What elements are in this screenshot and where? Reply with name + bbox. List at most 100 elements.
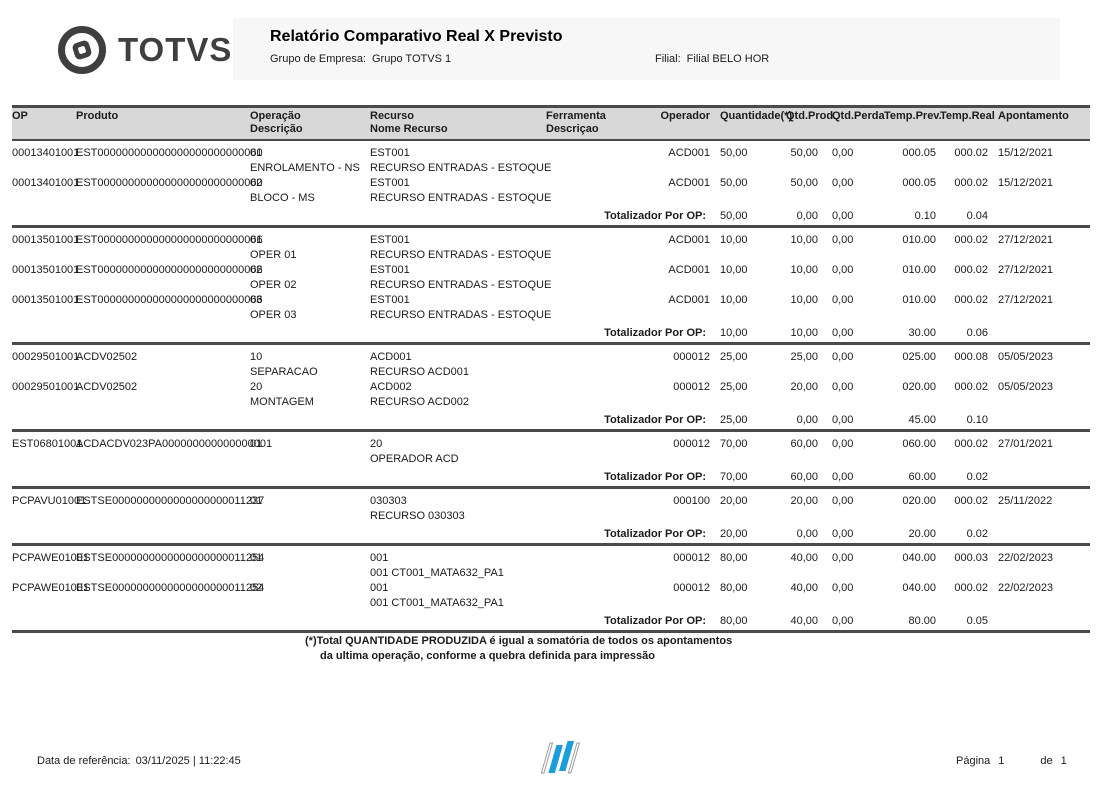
cell-qtd-perda: 0,00: [832, 552, 854, 564]
totalizador-label: Totalizador Por OP:: [604, 327, 706, 339]
footnote-line2: da ultima operação, conforme a quebra de…: [320, 650, 655, 662]
cell-qtd-perda: 0,00: [832, 381, 854, 393]
cell-temp-prev: 040.00: [902, 552, 936, 564]
total-quantidade: 25,00: [720, 414, 748, 426]
total-temp-prev: 20.00: [908, 528, 936, 540]
cell-recurso: EST001 RECURSO ENTRADAS - ESTOQUE: [370, 177, 552, 204]
filial: Filial: Filial BELO HOR: [655, 53, 769, 65]
cell-operador: 000012: [673, 381, 710, 393]
totalizador-label: Totalizador Por OP:: [604, 528, 706, 540]
cell-temp-real: 000.02: [954, 381, 988, 393]
total-temp-prev: 80.00: [908, 615, 936, 627]
cell-temp-prev: 020.00: [902, 495, 936, 507]
cell-qtd-prod: 20,00: [790, 495, 818, 507]
cell-apontamento: 27/12/2021: [998, 234, 1054, 246]
cell-produto: ESTSE0000000000000000000011237: [76, 495, 265, 507]
cell-operacao: 02 OPER 02: [250, 264, 297, 291]
cell-ferramenta: [546, 581, 644, 611]
total-qtd-perda: 0,00: [832, 471, 854, 483]
cell-ferramenta: [546, 293, 644, 323]
cell-ferramenta: [546, 380, 644, 410]
col-header-recurso: Recurso Nome Recurso: [370, 110, 448, 135]
total-spacer: [992, 470, 1090, 485]
cell-quantidade: 20,00: [720, 495, 748, 507]
cell-ferramenta: [546, 176, 644, 206]
cell-qtd-prod: 10,00: [790, 294, 818, 306]
of-label: de: [1040, 755, 1053, 767]
cell-qtd-perda: 0,00: [832, 582, 854, 594]
op-group: 00013401001 EST00000000000000000000000006…: [12, 141, 1090, 228]
cell-recurso: EST001 RECURSO ENTRADAS - ESTOQUE: [370, 264, 552, 291]
cell-qtd-prod: 10,00: [790, 234, 818, 246]
cell-operador: ACD001: [668, 177, 710, 189]
cell-op: 00013401001: [12, 147, 80, 159]
footnote-line1: (*)Total QUANTIDADE PRODUZIDA é igual a …: [305, 635, 733, 647]
cell-operacao: 03 OPER 03: [250, 294, 297, 321]
cell-temp-real: 000.02: [954, 582, 988, 594]
cell-produto: EST000000000000000000000000066: [76, 294, 263, 306]
col-header-quantidade: Quantidade(*): [720, 110, 793, 122]
filial-value: Filial BELO HOR: [686, 53, 770, 65]
cell-temp-prev: 020.00: [902, 381, 936, 393]
table-row: 00029501001 ACDV02502 20 MONTAGEM ACD002 RECU…: [12, 380, 1090, 410]
col-header-qtd-prod: Qtd.Prod.: [786, 110, 837, 122]
cell-temp-real: 000.02: [954, 495, 988, 507]
cell-recurso: 001 001 CT001_MATA632_PA1: [370, 552, 504, 579]
cell-operador: 000012: [673, 351, 710, 363]
total-spacer: [992, 614, 1090, 629]
table-row: PCPAWE01001 ESTSE000000000000000000001125…: [12, 581, 1090, 611]
cell-recurso: ACD001 RECURSO ACD001: [370, 351, 470, 378]
cell-qtd-perda: 0,00: [832, 495, 854, 507]
cell-recurso: 20 OPERADOR ACD: [370, 438, 459, 465]
page-number: 1: [998, 755, 1005, 767]
cell-temp-prev: 010.00: [902, 234, 936, 246]
total-temp-real: 0.02: [966, 471, 988, 483]
table-body: 00013401001 EST00000000000000000000000006…: [12, 141, 1090, 633]
cell-operacao: 02 BLOCO - MS: [250, 177, 315, 204]
total-quantidade: 80,00: [720, 615, 748, 627]
total-qtd-prod: 60,00: [790, 471, 818, 483]
total-qtd-prod: 10,00: [790, 327, 818, 339]
pagination: Página 1 de 1: [956, 755, 1067, 767]
cell-apontamento: 22/02/2023: [998, 582, 1054, 594]
cell-quantidade: 10,00: [720, 264, 748, 276]
cell-ferramenta: [546, 263, 644, 293]
cell-operador: ACD001: [668, 264, 710, 276]
cell-operador: ACD001: [668, 294, 710, 306]
total-qtd-prod: 0,00: [796, 528, 818, 540]
cell-temp-prev: 000.05: [902, 147, 936, 159]
report-footer: Data de referência: 03/11/2025 | 11:22:45…: [0, 741, 1111, 780]
cell-operacao: 01: [250, 438, 263, 450]
op-group: PCPAWE01001 ESTSE000000000000000000001125…: [12, 546, 1090, 633]
table-row: PCPAVU01001 ESTSE000000000000000000001123…: [12, 494, 1090, 524]
col-header-produto: Produto: [76, 110, 119, 122]
total-quantidade: 20,00: [720, 528, 748, 540]
totalizador-row: Totalizador Por OP: 20,00 0,00 0,00 20.00 0.0…: [12, 527, 1090, 542]
grupo-empresa-label: Grupo de Empresa:: [270, 53, 366, 65]
cell-apontamento: 05/05/2023: [998, 381, 1054, 393]
totvs-logo: TOTVS: [56, 24, 232, 76]
filial-label: Filial:: [655, 53, 681, 65]
cell-quantidade: 25,00: [720, 381, 748, 393]
col-header-operacao: Operação Descrição: [250, 110, 303, 135]
cell-temp-real: 000.02: [954, 438, 988, 450]
table-row: PCPAWE01001 ESTSE000000000000000000001125…: [12, 551, 1090, 581]
total-quantidade: 50,00: [720, 210, 748, 222]
total-spacer: [992, 326, 1090, 341]
cell-op: EST06801001: [12, 438, 83, 450]
col-header-temp-prev: Temp.Prev.: [884, 110, 942, 122]
total-quantidade: 70,00: [720, 471, 748, 483]
cell-quantidade: 50,00: [720, 147, 748, 159]
totalizador-label: Totalizador Por OP:: [604, 414, 706, 426]
cell-op: 00029501001: [12, 381, 80, 393]
cell-produto: EST000000000000000000000000066: [76, 234, 263, 246]
totalizador-label: Totalizador Por OP:: [604, 615, 706, 627]
totalizador-row: Totalizador Por OP: 50,00 0,00 0,00 0.10 0.04: [12, 209, 1090, 224]
total-quantidade: 10,00: [720, 327, 748, 339]
cell-qtd-prod: 25,00: [790, 351, 818, 363]
cell-qtd-perda: 0,00: [832, 147, 854, 159]
cell-qtd-prod: 40,00: [790, 582, 818, 594]
total-temp-real: 0.05: [966, 615, 988, 627]
report-header: TOTVS Relatório Comparativo Real X Previ…: [0, 16, 1111, 82]
cell-temp-prev: 010.00: [902, 294, 936, 306]
